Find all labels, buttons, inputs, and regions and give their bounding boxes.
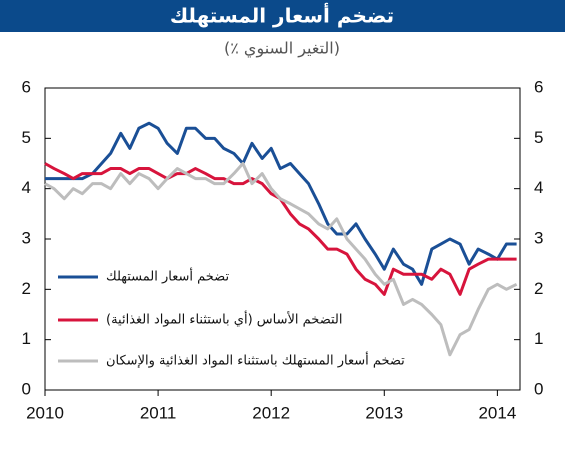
chart-title: تضخم أسعار المستهلك — [170, 2, 394, 28]
y-tick-label: 5 — [22, 128, 31, 147]
y-tick-label: 6 — [22, 77, 31, 96]
legend-label: تضخم أسعار المستهلك باستثناء المواد الغذ… — [106, 352, 405, 369]
y2-tick-label: 2 — [534, 279, 543, 298]
y-tick-label: 0 — [22, 379, 31, 398]
y2-tick-label: 0 — [534, 379, 543, 398]
y-tick-label: 4 — [22, 178, 31, 197]
y-tick-label: 1 — [22, 329, 31, 348]
y-tick-label: 3 — [22, 228, 31, 247]
y2-tick-label: 1 — [534, 329, 543, 348]
x-tick-label: 2013 — [365, 403, 403, 422]
series-line — [45, 121, 517, 286]
y2-tick-label: 6 — [534, 77, 543, 96]
title-bar — [0, 0, 565, 32]
y2-tick-label: 5 — [534, 128, 543, 147]
series-line — [44, 162, 518, 357]
legend-label: التضخم الأساس (أي باستثناء المواد الغذائ… — [106, 311, 342, 328]
y2-tick-label: 3 — [534, 228, 543, 247]
x-tick-label: 2011 — [140, 403, 177, 422]
y2-tick-label: 4 — [534, 178, 543, 197]
x-tick-label: 2012 — [252, 403, 290, 422]
legend-label: تضخم أسعار المستهلك — [106, 268, 229, 285]
y-tick-label: 2 — [22, 279, 31, 298]
x-tick-label: 2014 — [478, 403, 516, 422]
chart-subtitle: (٪ التغير السنوي) — [224, 39, 340, 59]
x-tick-label: 2010 — [26, 403, 64, 422]
